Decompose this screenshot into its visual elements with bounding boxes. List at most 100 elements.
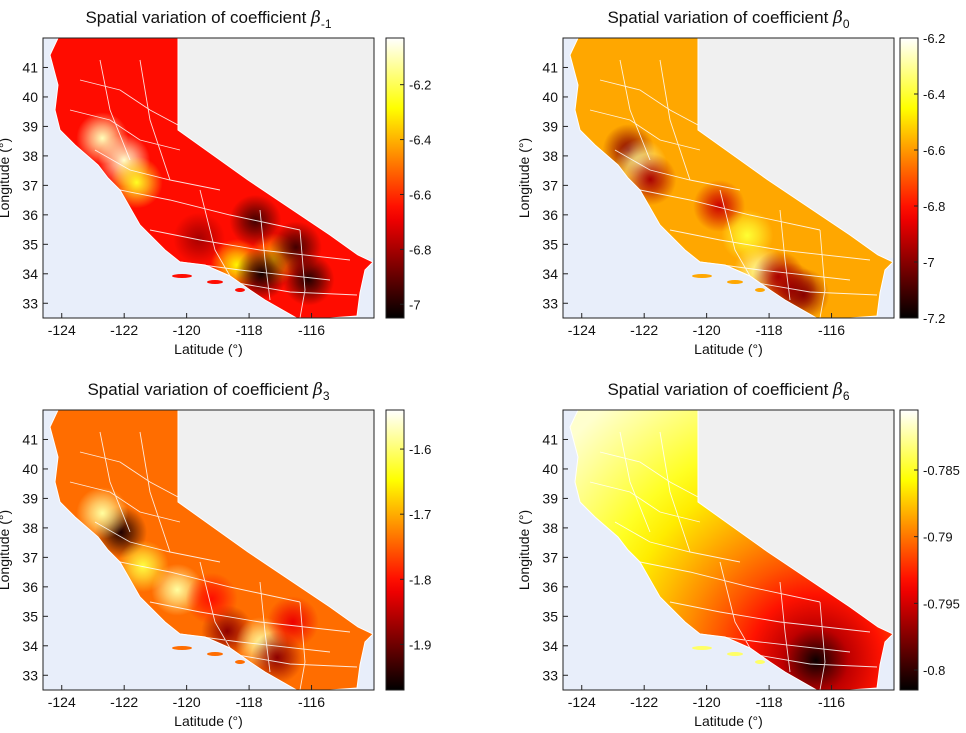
title-symbol: β <box>312 380 323 400</box>
x-axis-label: Latitude (°) <box>694 341 763 357</box>
colorbar-tick-label: -0.8 <box>923 663 945 678</box>
y-tick-label: 39 <box>542 118 558 134</box>
colorbar-tick-label: -6.6 <box>923 143 945 158</box>
x-tick-label: -116 <box>298 322 325 338</box>
y-tick-label: 40 <box>542 461 558 477</box>
y-tick-label: 36 <box>542 579 558 595</box>
y-tick-label: 37 <box>542 177 558 193</box>
title-text: Spatial variation of coefficient <box>607 380 833 399</box>
y-tick-label: 34 <box>542 638 558 654</box>
y-tick-label: 34 <box>22 638 38 654</box>
island <box>692 646 712 650</box>
x-tick-label: -118 <box>756 322 783 338</box>
y-tick-label: 38 <box>542 520 558 536</box>
axes-frame <box>562 37 895 319</box>
island <box>692 274 712 278</box>
panel-1: Spatial variation of coefficient β-1 -124… <box>0 8 431 357</box>
title-subscript: 0 <box>843 17 850 31</box>
x-tick-label: -122 <box>630 694 658 710</box>
colorbar <box>899 37 919 319</box>
panel-2: Spatial variation of coefficient β0 -124 -… <box>516 8 945 357</box>
x-axis-label: Latitude (°) <box>174 341 243 357</box>
x-tick-label: -122 <box>110 322 138 338</box>
hotspot <box>76 487 129 540</box>
y-tick-label: 39 <box>542 490 558 506</box>
y-tick-label: 39 <box>22 490 38 506</box>
island <box>727 652 743 656</box>
x-tick-label: -120 <box>173 694 201 710</box>
y-tick-label: 33 <box>22 667 38 683</box>
chart-title: Spatial variation of coefficient β3 <box>87 380 329 403</box>
title-symbol: β <box>832 8 843 28</box>
y-tick-label: 35 <box>542 608 558 624</box>
colorbar-tick-label: -6.4 <box>923 87 945 102</box>
y-tick-label: 34 <box>22 266 38 282</box>
axes-frame <box>42 409 375 691</box>
y-tick-label: 35 <box>22 236 38 252</box>
x-tick-label: -120 <box>173 322 201 338</box>
y-axis-label: Longitude (°) <box>0 138 12 218</box>
y-tick-label: 35 <box>542 236 558 252</box>
axes-frame <box>562 409 895 691</box>
colorbar-tick-label: -0.785 <box>923 463 960 478</box>
y-tick-label: 41 <box>542 59 558 75</box>
title-symbol: β <box>310 8 321 28</box>
island <box>755 660 765 664</box>
x-tick-label: -118 <box>236 322 263 338</box>
y-tick-label: 36 <box>22 579 38 595</box>
y-axis-label: Longitude (°) <box>516 510 532 590</box>
y-tick-label: 33 <box>542 295 558 311</box>
x-tick-label: -124 <box>568 322 596 338</box>
hotspot <box>721 209 774 262</box>
title-symbol: β <box>832 380 843 400</box>
colorbar <box>385 409 405 691</box>
x-tick-label: -116 <box>818 322 845 338</box>
island <box>235 288 245 292</box>
x-tick-label: -124 <box>48 694 76 710</box>
colorbar-tick-label: -6.8 <box>409 242 431 257</box>
y-tick-label: 36 <box>542 207 558 223</box>
panel-3: Spatial variation of coefficient β3 -124 -… <box>0 380 431 729</box>
colorbar-tick-label: -6.2 <box>409 78 431 93</box>
colorbar <box>899 409 919 691</box>
x-tick-label: -122 <box>630 322 658 338</box>
colorbar-tick-label: -6.8 <box>923 199 945 214</box>
title-subscript: 6 <box>843 389 850 403</box>
title-subscript: -1 <box>321 17 332 31</box>
county-boundaries <box>589 59 878 318</box>
y-axis-label: Longitude (°) <box>0 510 12 590</box>
county-boundaries <box>589 431 878 690</box>
x-tick-label: -118 <box>756 694 783 710</box>
panel-4: Spatial variation of coefficient β6 -124 -… <box>516 380 960 729</box>
y-tick-label: 41 <box>22 59 38 75</box>
colorbar-tick-label: -6.4 <box>409 133 431 148</box>
y-tick-label: 40 <box>22 461 38 477</box>
county-boundaries <box>69 59 358 318</box>
y-tick-label: 37 <box>22 549 38 565</box>
island <box>235 660 245 664</box>
colorbar-tick-label: -1.6 <box>409 442 431 457</box>
x-tick-label: -116 <box>298 694 325 710</box>
title-text: Spatial variation of coefficient <box>85 8 311 27</box>
chart-title: Spatial variation of coefficient β0 <box>607 8 849 31</box>
chart-title: Spatial variation of coefficient β6 <box>607 380 849 403</box>
colorbar-tick-label: -1.8 <box>409 572 431 587</box>
x-tick-label: -116 <box>818 694 845 710</box>
axes-frame <box>42 37 375 319</box>
x-tick-label: -122 <box>110 694 138 710</box>
colorbar-tick-label: -7 <box>409 297 421 312</box>
title-text: Spatial variation of coefficient <box>87 380 313 399</box>
colorbar-tick-label: -7 <box>923 255 935 270</box>
title-subscript: 3 <box>323 389 330 403</box>
colorbar <box>385 37 405 319</box>
hotspot <box>269 221 322 274</box>
county-boundaries <box>69 431 358 690</box>
y-tick-label: 34 <box>542 266 558 282</box>
island <box>755 288 765 292</box>
island <box>207 652 223 656</box>
colorbar-tick-label: -1.9 <box>409 637 431 652</box>
x-tick-label: -118 <box>236 694 263 710</box>
chart-title: Spatial variation of coefficient β-1 <box>85 8 331 31</box>
colorbar-tick-label: -6.6 <box>409 187 431 202</box>
